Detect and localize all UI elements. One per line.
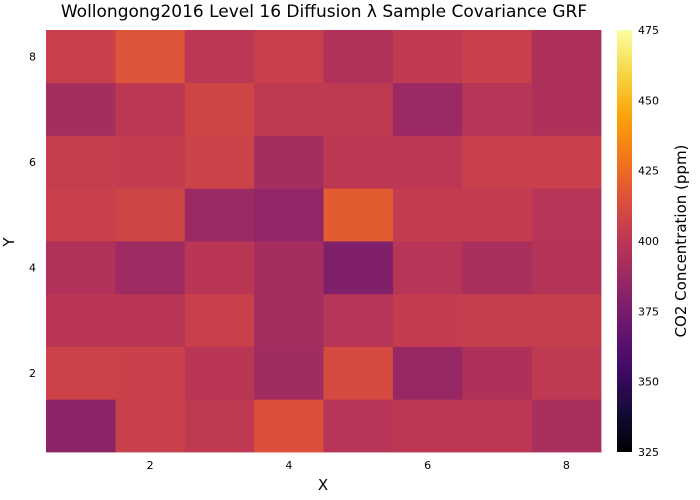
- heatmap-cell: [115, 82, 186, 136]
- heatmap-cell: [392, 30, 463, 84]
- heatmap-cell: [392, 241, 463, 295]
- heatmap-cell: [115, 399, 186, 453]
- heatmap-cell: [531, 241, 602, 295]
- heatmap-cell: [184, 346, 255, 400]
- heatmap-cell: [254, 135, 324, 189]
- heatmap-cell: [531, 135, 602, 189]
- heatmap-cell: [462, 399, 533, 453]
- colorbar-tick-label: 450: [638, 94, 659, 107]
- colorbar-tick-label: 325: [638, 446, 659, 459]
- x-tick-label: 4: [285, 459, 292, 472]
- heatmap-cell: [531, 30, 602, 84]
- heatmap-cell: [462, 82, 533, 136]
- heatmap-cell: [46, 399, 116, 453]
- heatmap-cell: [184, 241, 255, 295]
- heatmap-cell: [531, 399, 602, 453]
- heatmap-cell: [392, 135, 463, 189]
- heatmap-cell: [46, 241, 116, 295]
- x-axis-ticks: 2 4 6 8: [147, 459, 570, 472]
- heatmap-cell: [323, 30, 394, 84]
- colorbar-tick-label: 350: [638, 376, 659, 389]
- heatmap-cell: [462, 30, 533, 84]
- heatmap-cell: [531, 293, 602, 347]
- heatmap-cell: [462, 346, 533, 400]
- y-tick-label: 2: [29, 367, 36, 380]
- x-tick-label: 8: [563, 459, 570, 472]
- colorbar-tick-label: 400: [638, 235, 659, 248]
- colorbar-tick-label: 425: [638, 165, 659, 178]
- heatmap-cell: [254, 346, 324, 400]
- heatmap-cell: [184, 82, 255, 136]
- heatmap-cell: [323, 346, 394, 400]
- heatmap-cell: [462, 241, 533, 295]
- heatmap-cell: [184, 135, 255, 189]
- heatmap-cell: [254, 30, 324, 84]
- heatmap-cell: [115, 346, 186, 400]
- heatmap-cell: [531, 188, 602, 242]
- colorbar-tick-label: 475: [638, 24, 659, 37]
- colorbar-label: CO2 Concentration (ppm): [672, 145, 690, 338]
- heatmap-cell: [462, 135, 533, 189]
- heatmap-cell: [254, 82, 324, 136]
- colorbar-ticks: 325 350 375 400 425 450 475: [638, 24, 659, 459]
- heatmap-cell: [392, 399, 463, 453]
- heatmap-cell: [46, 188, 116, 242]
- heatmap-cell: [323, 293, 394, 347]
- heatmap-cell: [184, 293, 255, 347]
- heatmap-cell: [115, 241, 186, 295]
- heatmap-cell: [462, 293, 533, 347]
- heatmap-cell: [254, 241, 324, 295]
- heatmap-cell: [115, 30, 186, 84]
- heatmap-cells: [46, 30, 602, 453]
- heatmap-cell: [323, 399, 394, 453]
- heatmap-cell: [46, 346, 116, 400]
- x-axis-label: X: [318, 476, 328, 494]
- heatmap-cell: [184, 399, 255, 453]
- y-axis-ticks: 2 4 6 8: [29, 50, 36, 380]
- heatmap-cell: [531, 346, 602, 400]
- heatmap-cell: [46, 293, 116, 347]
- heatmap-cell: [392, 346, 463, 400]
- heatmap-cell: [392, 188, 463, 242]
- heatmap-cell: [323, 188, 394, 242]
- heatmap-cell: [46, 30, 116, 84]
- chart-title: Wollongong2016 Level 16 Diffusion λ Samp…: [61, 2, 587, 22]
- x-tick-label: 2: [147, 459, 154, 472]
- heatmap-cell: [184, 30, 255, 84]
- heatmap-cell: [462, 188, 533, 242]
- y-tick-label: 8: [29, 50, 36, 63]
- heatmap-cell: [392, 82, 463, 136]
- heatmap-cell: [115, 188, 186, 242]
- x-tick-label: 6: [424, 459, 431, 472]
- heatmap-cell: [184, 188, 255, 242]
- heatmap-cell: [323, 82, 394, 136]
- heatmap-cell: [46, 135, 116, 189]
- heatmap-cell: [392, 293, 463, 347]
- heatmap-cell: [254, 293, 324, 347]
- colorbar: [617, 30, 632, 452]
- heatmap-cell: [115, 135, 186, 189]
- heatmap-cell: [254, 399, 324, 453]
- y-tick-label: 6: [29, 156, 36, 169]
- heatmap-cell: [531, 82, 602, 136]
- colorbar-tick-label: 375: [638, 305, 659, 318]
- y-axis-label: Y: [0, 237, 18, 248]
- y-tick-label: 4: [29, 261, 36, 274]
- heatmap-cell: [46, 82, 116, 136]
- heatmap-cell: [323, 241, 394, 295]
- heatmap-cell: [323, 135, 394, 189]
- heatmap-cell: [115, 293, 186, 347]
- heatmap-cell: [254, 188, 324, 242]
